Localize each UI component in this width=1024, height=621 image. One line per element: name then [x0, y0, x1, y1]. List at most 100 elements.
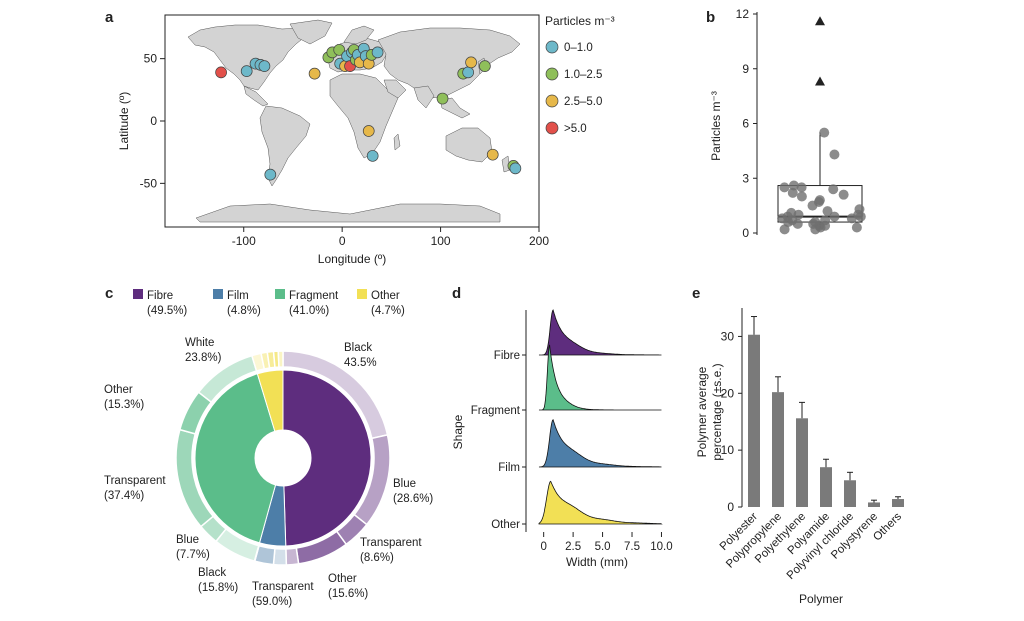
map-point	[462, 66, 474, 79]
box-y-tick-label: 9	[742, 62, 749, 76]
box-point	[851, 222, 862, 233]
map-x-tick-label: 0	[339, 234, 346, 248]
donut-label-pct: 23.8%)	[185, 352, 222, 364]
donut-label-pct: (15.6%)	[328, 588, 368, 600]
donut-label-pct: 43.5%	[344, 357, 377, 369]
donut-label-name: Blue	[393, 478, 416, 490]
panel-d-ridgeline: Fibre Fragment Film Other 0 2.5 5.0 7.5 10.0 Wi…	[451, 309, 673, 569]
map-axes: -100 0 100 200 -50 0 50	[140, 52, 550, 248]
box-point	[787, 187, 798, 198]
ridge-fibre	[538, 309, 662, 356]
ridge-x-tick-label: 5.0	[595, 541, 611, 553]
map-y-tick-label: 0	[150, 114, 157, 128]
ridge-film	[538, 419, 662, 468]
bar-y-tick-label: 0	[727, 500, 734, 514]
panel-b-label: b	[706, 9, 715, 26]
scandinavia	[343, 25, 375, 45]
ridge-label: Other	[491, 519, 520, 531]
map-legend-label: 0–1.0	[564, 42, 593, 54]
donut-label-pct: (37.4%)	[104, 490, 144, 502]
antarctica	[195, 203, 501, 223]
ridge-x-tick-label: 7.5	[624, 541, 640, 553]
box-outlier	[815, 76, 825, 86]
ridge-label: Film	[498, 462, 520, 474]
ridge-x-tick-label: 10.0	[650, 541, 672, 553]
map-point	[509, 162, 522, 175]
donut-label-name: Transparent	[252, 581, 314, 593]
donut-legend: Fibre (49.5%) Film (4.8%) Fragment (41.0%) Oth…	[133, 289, 405, 317]
donut-label-pct: (28.6%)	[393, 493, 433, 505]
donut-label-pct: (8.6%)	[360, 552, 394, 564]
ridge-other	[538, 480, 663, 525]
donut-legend-swatch	[213, 289, 223, 299]
donut-legend-label: Other	[371, 290, 400, 302]
box-point	[796, 182, 807, 193]
donut-legend-label: Film	[227, 290, 249, 302]
panel-a-map: -100 0 100 200 -50 0 50 Longitude (º) Latitude…	[117, 14, 615, 266]
panel-c-donut: Fibre (49.5%) Film (4.8%) Fragment (41.0%) Oth…	[104, 289, 433, 608]
donut-inner-slice	[194, 373, 277, 544]
map-legend-swatch	[545, 40, 559, 54]
box-point	[838, 189, 849, 200]
ridge-x-tick-label: 0	[540, 541, 546, 553]
donut-label-name: Blue	[176, 534, 199, 546]
donut-inner-slice	[256, 369, 284, 432]
map-legend-title: Particles m⁻³	[545, 14, 615, 28]
ridge-y-label: Shape	[451, 414, 465, 449]
bar	[772, 392, 784, 507]
donut-label-name: Transparent	[104, 475, 166, 487]
donut-label-name: White	[185, 337, 214, 349]
bar-x-label: Polymer	[799, 592, 843, 606]
box-point	[820, 220, 831, 231]
map-y-tick-label: -50	[140, 176, 158, 190]
bar	[844, 480, 856, 507]
map-legend-swatch	[545, 94, 559, 108]
bar	[748, 334, 760, 507]
bar	[892, 499, 904, 507]
bar-axes: 0 10 20 30	[721, 308, 743, 514]
box-point	[829, 211, 840, 222]
bar-y-tick-label: 20	[721, 386, 735, 400]
panel-d-label: d	[452, 285, 461, 302]
panel-e-bars: 0 10 20 30 PolyesterPolypropylenePolyethyle…	[695, 308, 904, 606]
bar-y-label-line1: Polymer average	[695, 366, 709, 457]
map-point	[215, 66, 227, 79]
map-point	[308, 67, 321, 80]
donut-label-pct: (15.8%)	[198, 582, 238, 594]
map-x-label: Longitude (º)	[318, 252, 386, 266]
map-legend-swatch	[545, 67, 559, 81]
map-point	[264, 168, 277, 181]
map-legend-swatch	[545, 121, 559, 135]
box-point	[829, 149, 840, 160]
donut-label-pct: (7.7%)	[176, 549, 210, 561]
box-point	[788, 180, 799, 191]
map-point	[362, 125, 375, 137]
map-legend-label: >5.0	[564, 123, 587, 135]
box-point	[796, 191, 807, 202]
ridge-axes: 0 2.5 5.0 7.5 10.0	[525, 310, 673, 553]
donut-chart	[175, 350, 391, 566]
ridge-x-label: Width (mm)	[566, 555, 628, 569]
bar-y-tick-label: 30	[721, 329, 735, 343]
box-point	[786, 207, 797, 218]
map-points	[215, 42, 522, 181]
box-point	[828, 184, 839, 195]
panel-a-label: a	[105, 9, 114, 26]
panel-e-label: e	[692, 285, 700, 302]
map-y-label: Latitude (º)	[117, 92, 131, 150]
donut-label-name: Other	[104, 384, 133, 396]
arabia	[383, 79, 407, 99]
donut-label-name: Black	[344, 342, 372, 354]
central-america	[243, 85, 269, 107]
donut-legend-pct: (49.5%)	[147, 305, 187, 317]
box-point	[779, 182, 790, 193]
box-point	[813, 196, 824, 207]
ridge-x-tick-label: 2.5	[565, 541, 581, 553]
donut-legend-label: Fragment	[289, 290, 339, 302]
map-y-tick-label: 50	[144, 52, 158, 66]
box-y-tick-label: 12	[736, 7, 750, 21]
donut-legend-swatch	[133, 289, 143, 299]
map-point	[240, 65, 253, 77]
donut-label-name: Transparent	[360, 537, 422, 549]
